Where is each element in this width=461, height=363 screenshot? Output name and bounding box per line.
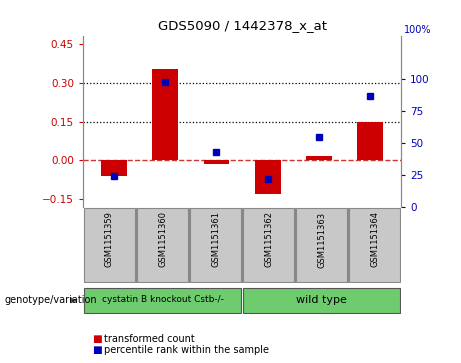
Bar	[84, 208, 135, 282]
Bar	[190, 208, 241, 282]
Bar	[204, 160, 229, 164]
Text: GSM1151361: GSM1151361	[211, 212, 220, 268]
Text: GSM1151359: GSM1151359	[105, 212, 114, 268]
Text: ■: ■	[92, 334, 102, 344]
Text: GSM1151362: GSM1151362	[264, 212, 273, 268]
Text: transformed count: transformed count	[104, 334, 195, 344]
Text: genotype/variation: genotype/variation	[5, 295, 97, 305]
Text: GSM1151364: GSM1151364	[370, 212, 379, 268]
Bar	[243, 288, 400, 313]
Bar	[296, 208, 347, 282]
Bar	[255, 160, 280, 194]
Text: cystatin B knockout Cstb-/-: cystatin B knockout Cstb-/-	[101, 295, 224, 304]
Bar	[357, 122, 383, 160]
Text: GSM1151363: GSM1151363	[317, 212, 326, 268]
Bar	[101, 160, 127, 176]
Bar	[84, 288, 241, 313]
Bar	[349, 208, 400, 282]
Title: GDS5090 / 1442378_x_at: GDS5090 / 1442378_x_at	[158, 19, 326, 32]
Text: percentile rank within the sample: percentile rank within the sample	[104, 345, 269, 355]
Text: 100%: 100%	[404, 25, 431, 35]
Text: GSM1151360: GSM1151360	[158, 212, 167, 268]
Text: wild type: wild type	[296, 295, 347, 305]
Bar	[243, 208, 294, 282]
Bar	[152, 69, 178, 160]
Bar	[306, 156, 332, 160]
Bar	[137, 208, 188, 282]
Text: ■: ■	[92, 345, 102, 355]
